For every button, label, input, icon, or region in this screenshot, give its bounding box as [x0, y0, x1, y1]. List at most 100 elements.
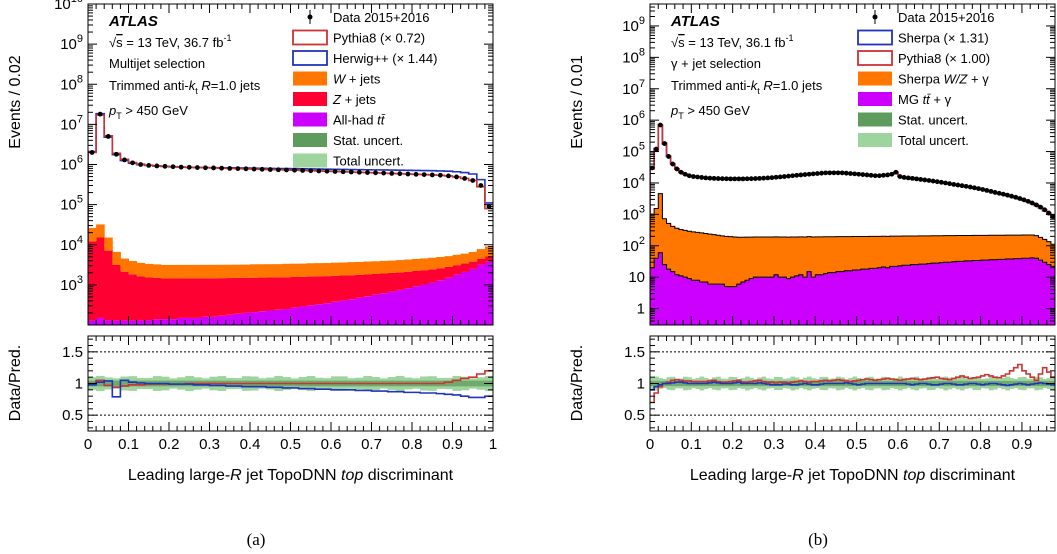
- stack-bar-Vgamma: [988, 235, 994, 260]
- data-point: [332, 169, 338, 174]
- data-point: [996, 190, 1002, 196]
- ratio-stat-band: [935, 380, 940, 387]
- y-tick-label: 108: [622, 46, 645, 66]
- ratio-line-1: [650, 363, 1055, 404]
- data-point: [653, 146, 659, 152]
- stack-bar-Vgamma: [997, 235, 1002, 260]
- stack-bar-Vgamma: [1021, 235, 1027, 259]
- stack-bar-Vgamma: [703, 233, 709, 283]
- data-point: [1021, 197, 1027, 203]
- stack-bar-Vgamma: [902, 236, 907, 266]
- stack-bar-top: [152, 319, 162, 325]
- data-point: [666, 154, 671, 159]
- stack-bar-Vgamma: [798, 236, 804, 275]
- stack-bar-Vgamma: [670, 226, 676, 272]
- stack-bar-ttgamma: [732, 286, 738, 325]
- stack-bar-ttgamma: [835, 271, 841, 325]
- stack-bar-Vgamma: [852, 236, 858, 270]
- stack-bar-ttgamma: [749, 278, 754, 325]
- data-point: [715, 176, 721, 181]
- stack-bar-Vgamma: [926, 235, 932, 264]
- stack-bar-W: [468, 251, 478, 262]
- data-point: [930, 178, 936, 184]
- ratio-stat-band: [120, 380, 129, 387]
- y-tick-label: 104: [60, 234, 83, 254]
- y-axis-label: Events / 0.02: [7, 55, 24, 148]
- stack-bar-Z: [241, 277, 251, 313]
- stack-bar-ttgamma: [728, 286, 734, 325]
- stack-bar-W: [282, 263, 291, 278]
- data-point: [454, 174, 459, 180]
- stack-bar-W: [120, 258, 129, 272]
- stack-bar-ttgamma: [753, 277, 758, 325]
- stack-bar-ttgamma: [922, 264, 928, 325]
- stack-bar-Vgamma: [724, 236, 730, 287]
- data-point: [413, 171, 419, 177]
- stack-bar-Z: [233, 277, 243, 314]
- ratio-tick-label: 1.5: [624, 344, 645, 361]
- data-point: [1042, 207, 1048, 213]
- stack-bar-Z: [177, 278, 186, 318]
- data-point: [914, 176, 919, 182]
- data-point: [227, 165, 233, 171]
- legend-swatch-fill: [293, 92, 327, 106]
- data-point: [1000, 191, 1006, 197]
- stack-bar-ttgamma: [947, 262, 953, 325]
- stack-bar-W: [233, 264, 243, 278]
- stack-bar-Z: [298, 276, 308, 307]
- x-tick-label: 0.2: [159, 436, 180, 453]
- data-point: [752, 176, 758, 181]
- stack-bar-top: [104, 320, 113, 325]
- stack-bar-top: [282, 309, 291, 325]
- stack-bar-Z: [290, 277, 300, 308]
- data-point: [786, 173, 791, 179]
- stack-bar-W: [209, 264, 219, 279]
- jets-label: Trimmed anti-kt R=1.0 jets: [109, 78, 261, 96]
- stack-bar-Vgamma: [972, 235, 977, 261]
- y-tick-label: 103: [60, 274, 83, 294]
- data-point: [203, 165, 208, 171]
- stack-bar-top: [436, 280, 445, 325]
- data-point: [695, 174, 700, 180]
- data-point: [703, 175, 709, 181]
- stack-bar-Vgamma: [674, 228, 680, 275]
- stack-bar-top: [201, 316, 210, 325]
- data-point: [798, 172, 804, 178]
- x-tick-label: 0.6: [321, 436, 342, 453]
- stack-bar-Vgamma: [699, 232, 705, 283]
- stack-bar-W: [88, 228, 97, 242]
- ratio-stat-band: [769, 380, 775, 387]
- stack-bar-Z: [201, 278, 210, 317]
- stack-bar-W: [460, 253, 470, 264]
- stack-bar-W: [258, 264, 267, 278]
- stack-bar-W: [363, 261, 372, 275]
- stack-bar-ttgamma: [889, 266, 895, 325]
- data-point: [876, 173, 882, 179]
- stack-bar-ttgamma: [724, 286, 730, 325]
- data-point: [381, 170, 387, 176]
- data-point: [292, 167, 297, 173]
- stack-bar-W: [403, 259, 413, 272]
- stack-bar-ttgamma: [1017, 258, 1023, 325]
- stack-bar-W: [428, 257, 437, 270]
- stack-bar-Vgamma: [947, 235, 953, 263]
- stack-bar-Z: [314, 276, 324, 305]
- stack-bar-Vgamma: [687, 231, 692, 279]
- stack-bar-Z: [420, 270, 429, 285]
- x-tick-label: 0.8: [970, 436, 991, 453]
- stack-bar-ttgamma: [798, 274, 804, 325]
- ratio-stat-band: [955, 380, 961, 387]
- stack-bar-ttgamma: [654, 258, 659, 325]
- stack-bar-top: [290, 307, 300, 325]
- x-tick-label: 0.7: [361, 436, 382, 453]
- legend-swatch-line: [857, 29, 893, 46]
- stack-bar-Vgamma: [931, 235, 936, 264]
- data-point: [219, 165, 225, 171]
- legend-label: Z + jets: [332, 92, 376, 107]
- plot-area: [88, 111, 493, 325]
- data-point: [105, 134, 111, 139]
- stack-bar-ttgamma: [951, 261, 957, 325]
- stack-bar-W: [225, 264, 235, 279]
- data-point: [1029, 200, 1035, 206]
